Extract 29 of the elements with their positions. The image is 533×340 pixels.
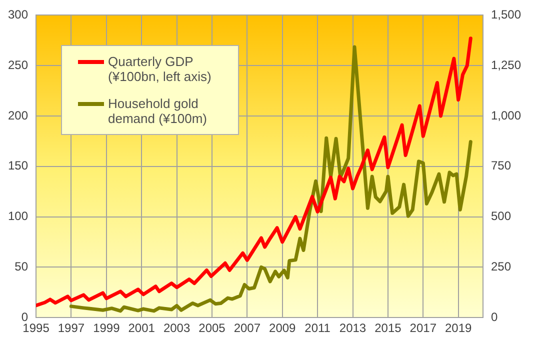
x-tick-label: 1997 [58, 321, 85, 336]
x-tick-label: 2003 [163, 321, 190, 336]
y-tick-label: 300 [8, 8, 28, 22]
y-tick-label: 200 [8, 108, 28, 122]
y2-tick-label: 1,250 [490, 58, 522, 72]
y-tick-label: 150 [8, 158, 28, 173]
x-tick-label: 1995 [22, 321, 50, 336]
x-tick-label: 2015 [374, 321, 402, 336]
y2-tick-label: 0 [490, 310, 498, 324]
y-tick-label: 0 [21, 310, 28, 324]
y-tick-label: 100 [8, 209, 28, 224]
x-tick-label: 2019 [444, 321, 472, 336]
y2-tick-label: 1,500 [490, 8, 522, 22]
y-tick-label: 250 [8, 58, 28, 72]
x-tick-label: 2013 [339, 321, 366, 336]
x-tick-label: 2005 [198, 321, 226, 336]
x-tick-label: 2009 [269, 321, 296, 336]
x-tick-label: 1999 [93, 321, 120, 336]
x-tick-label: 2007 [234, 321, 261, 336]
x-tick-label: 2011 [304, 321, 331, 336]
y2-tick-label: 1,000 [490, 108, 522, 122]
legend-label: Quarterly GDP (¥100bn, left axis) [108, 54, 212, 84]
x-tick-label: 2017 [410, 321, 437, 336]
y-tick-label: 50 [14, 260, 28, 274]
x-tick-label: 2001 [128, 321, 156, 336]
y2-tick-label: 500 [490, 209, 512, 224]
legend-label: Household gold demand (¥100m) [108, 96, 208, 126]
y2-tick-label: 750 [490, 158, 512, 173]
y2-tick-label: 250 [490, 260, 512, 274]
